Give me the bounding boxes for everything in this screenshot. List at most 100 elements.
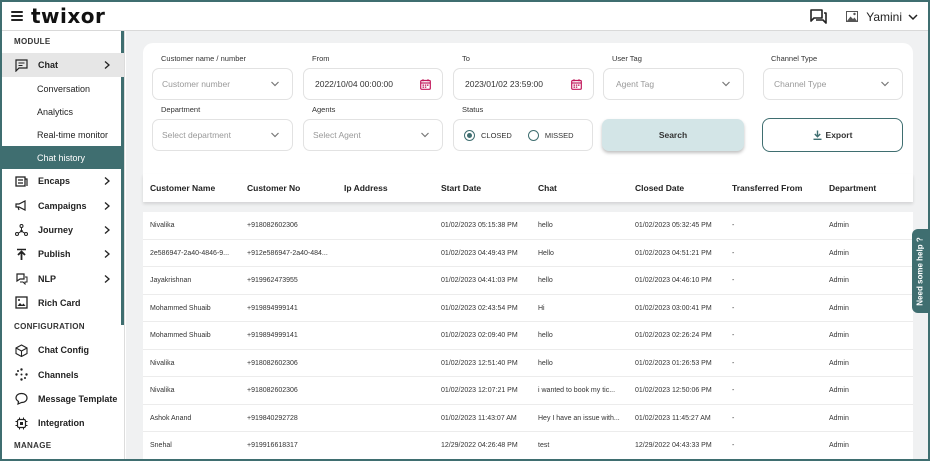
sidebar-item-label: Journey [38, 225, 74, 236]
integration-icon [15, 417, 28, 430]
sidebar-item-nlp[interactable]: NLP [2, 266, 124, 290]
need-help-tab[interactable]: Need some help ? [912, 229, 928, 313]
to-label: To [462, 54, 470, 63]
customer-number-placeholder: Customer number [162, 79, 231, 89]
column-header-chat[interactable]: Chat [538, 183, 557, 193]
sidebar-subitem-chat-history[interactable]: Chat history [2, 146, 124, 170]
cell-department: Admin [829, 277, 849, 284]
from-label: From [312, 54, 330, 63]
cell-ip-address [344, 350, 436, 377]
table-row[interactable]: Nivalika +918082602306 01/02/2023 05:15:38… [143, 212, 913, 240]
chevron-down-icon[interactable] [908, 13, 918, 21]
chat-messages-icon[interactable] [810, 8, 828, 25]
calendar-icon[interactable] [420, 79, 431, 90]
sidebar-item-label: Publish [38, 249, 71, 260]
sidebar-item-channels[interactable]: Channels [2, 362, 124, 386]
user-name[interactable]: Yamini [866, 9, 902, 24]
cell-customer-name: Snehal [150, 442, 172, 449]
status-missed-radio[interactable] [527, 129, 539, 141]
cell-transferred-from: - [732, 414, 735, 422]
table-row[interactable]: Mohammed Shuaib +919894999141 01/02/2023 0… [143, 295, 913, 322]
customer-number-select[interactable]: Customer number [152, 68, 293, 100]
chevron-right-icon [104, 250, 110, 259]
cell-closed-date: 01/02/2023 04:51:21 PM [635, 249, 712, 257]
cell-chat: Hey I have an issue with... [538, 414, 620, 422]
from-date-input[interactable]: 2022/10/04 00:00:00 [303, 68, 443, 100]
table-header: Customer Name Customer No Ip Address Sta… [143, 174, 913, 202]
chevron-right-icon [104, 226, 110, 235]
status-label: Status [462, 105, 484, 114]
cell-closed-date: 01/02/2023 05:32:45 PM [635, 222, 712, 229]
from-date-value: 2022/10/04 00:00:00 [315, 79, 393, 89]
chevron-down-icon [421, 132, 429, 138]
cell-department: Admin [829, 222, 849, 229]
channel-type-select[interactable]: Channel Type [763, 68, 903, 100]
column-header-customer-no[interactable]: Customer No [247, 183, 301, 193]
section-manage: MANAGE [14, 441, 52, 451]
sidebar-item-journey[interactable]: Journey [2, 218, 124, 242]
cell-ip-address [344, 377, 436, 404]
table-row[interactable]: Nivalika +918082602306 01/02/2023 12:51:40… [143, 350, 913, 377]
column-header-customer-name[interactable]: Customer Name [150, 183, 216, 193]
sidebar-subitem-conversation[interactable]: Conversation [37, 83, 91, 94]
sidebar-item-label: Chat Config [38, 345, 89, 356]
sidebar-item-campaigns[interactable]: Campaigns [2, 194, 124, 218]
sidebar: MODULE Chat Conversation Analytics Real-… [2, 31, 125, 459]
to-date-input[interactable]: 2023/01/02 23:59:00 [453, 68, 594, 100]
status-closed-label[interactable]: CLOSED [481, 130, 512, 140]
user-tag-select[interactable]: Agent Tag [603, 68, 744, 100]
table-row[interactable]: Mohammed Shuaib +919894999141 01/02/2023 0… [143, 322, 913, 350]
cell-transferred-from: - [732, 387, 735, 394]
table-row[interactable]: Nivalika +918082602306 01/02/2023 12:07:21… [143, 377, 913, 405]
cell-start-date: 12/29/2022 04:26:48 PM [441, 442, 518, 449]
sidebar-item-integration[interactable]: Integration [2, 411, 124, 435]
column-header-department[interactable]: Department [829, 183, 877, 193]
chevron-down-icon [722, 81, 730, 87]
status-closed-radio[interactable] [464, 129, 475, 141]
table-row[interactable]: 2e586947-2a40-4846-9... +912e586947-2a40-… [143, 240, 913, 267]
table-row[interactable]: Jayakrishnan +919962473955 01/02/2023 04:4… [143, 267, 913, 295]
cell-department: Admin [829, 332, 849, 339]
table-row[interactable]: Ashok Anand +919840292728 01/02/2023 11:43… [143, 405, 913, 432]
sidebar-item-chat-config[interactable]: Chat Config [2, 338, 124, 362]
cell-ip-address [344, 432, 436, 459]
sidebar-item-publish[interactable]: Publish [2, 242, 124, 266]
sidebar-subitem-analytics[interactable]: Analytics [37, 106, 74, 117]
agents-select[interactable]: Select Agent [303, 119, 443, 151]
cell-department: Admin [829, 442, 849, 449]
twixor-logo: twixor [31, 4, 106, 28]
table-row[interactable]: Snehal +919916618317 12/29/2022 04:26:48 P… [143, 432, 913, 459]
nlp-icon [16, 273, 28, 286]
need-help-label: Need some help ? [915, 236, 925, 306]
sidebar-item-rich-card[interactable]: Rich Card [2, 291, 124, 315]
cell-start-date: 01/02/2023 04:49:43 PM [441, 249, 518, 257]
cell-start-date: 01/02/2023 12:07:21 PM [441, 387, 518, 394]
cell-closed-date: 12/29/2022 04:43:33 PM [635, 442, 712, 449]
sidebar-item-encaps[interactable]: Encaps [2, 169, 124, 193]
column-header-ip-address[interactable]: Ip Address [344, 183, 388, 193]
chevron-down-icon [271, 132, 279, 138]
status-missed-label[interactable]: MISSED [544, 130, 574, 140]
department-select[interactable]: Select department [152, 119, 293, 151]
hamburger-menu-icon[interactable] [11, 11, 23, 21]
column-header-transferred-from[interactable]: Transferred From [732, 183, 803, 193]
chevron-right-icon [104, 61, 110, 70]
cell-closed-date: 01/02/2023 11:45:27 AM [635, 414, 711, 422]
cell-transferred-from: - [732, 304, 735, 312]
sidebar-scrollbar[interactable] [121, 31, 124, 325]
sidebar-item-message-template[interactable]: Message Template [2, 387, 124, 411]
calendar-icon[interactable] [571, 79, 582, 90]
download-icon [813, 130, 822, 140]
cell-customer-name: Nivalika [150, 359, 175, 367]
cell-closed-date: 01/02/2023 02:26:24 PM [635, 332, 712, 339]
sidebar-subitem-realtime-monitor[interactable]: Real-time monitor [37, 129, 109, 140]
column-header-closed-date[interactable]: Closed Date [635, 183, 685, 193]
cell-closed-date: 01/02/2023 12:50:06 PM [635, 387, 712, 394]
cell-chat: hello [538, 332, 553, 339]
cell-chat: hello [538, 359, 553, 367]
search-button[interactable]: Search [602, 119, 744, 151]
column-header-start-date[interactable]: Start Date [441, 183, 482, 193]
export-button[interactable]: Export [762, 118, 903, 152]
main-content: Customer name / number Customer number F… [126, 31, 928, 459]
sidebar-item-chat[interactable]: Chat [2, 53, 124, 78]
